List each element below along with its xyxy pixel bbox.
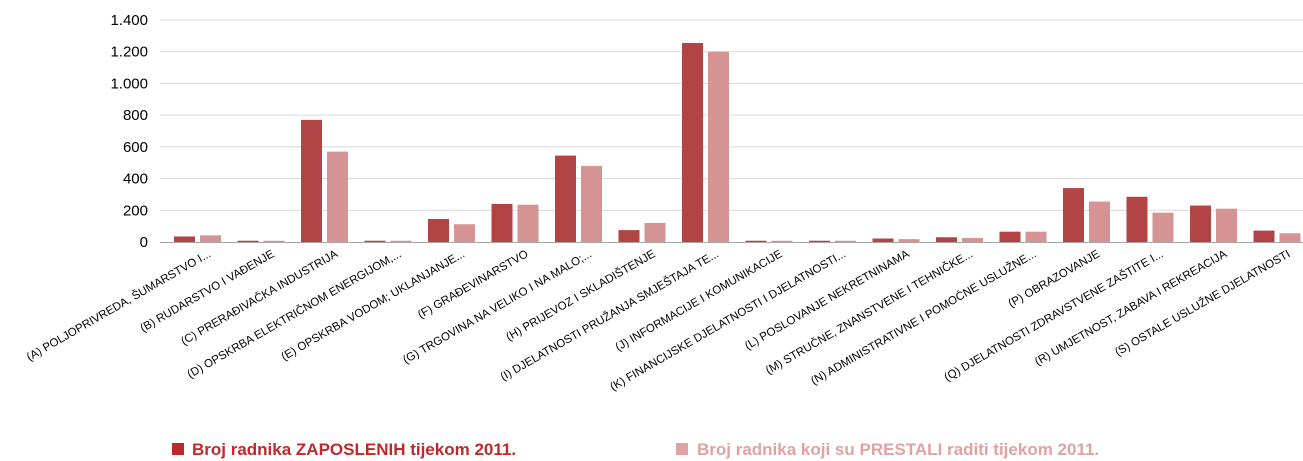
category-label: (N) ADMINISTRATIVNE I POMOĆNE USLUŽNE... — [809, 247, 1039, 387]
y-tick-label: 200 — [123, 202, 148, 219]
category-label: (Q) DJELATNOSTI ZDRAVSTVENE ZAŠTITE I... — [942, 247, 1166, 384]
bar-zaposleni-16 — [1126, 196, 1148, 242]
y-tick-label: 600 — [123, 139, 148, 156]
bar-prestali-11 — [835, 240, 856, 242]
bar-prestali-4 — [390, 240, 412, 242]
bar-prestali-12 — [898, 239, 920, 242]
bars — [174, 42, 1301, 242]
bar-prestali-8 — [644, 222, 666, 242]
bar-zaposleni-8 — [618, 230, 640, 242]
bar-prestali-9 — [708, 51, 729, 242]
bar-prestali-16 — [1152, 212, 1174, 242]
category-label: (F) GRAĐEVINARSTVO — [416, 248, 531, 321]
bar-zaposleni-14 — [999, 231, 1021, 242]
legend: Broj radnika ZAPOSLENIH tijekom 2011. Bro… — [172, 440, 1099, 459]
bar-prestali-5 — [454, 224, 475, 242]
bar-zaposleni-18 — [1253, 230, 1275, 242]
bar-prestali-2 — [263, 240, 285, 242]
legend-swatch — [676, 443, 688, 455]
bar-prestali-6 — [517, 204, 539, 242]
x-axis-category-labels: (A) POLJOPRIVREDA, ŠUMARSTVO I...(B) RUD… — [24, 247, 1292, 393]
bar-zaposleni-17 — [1190, 205, 1211, 242]
bar-zaposleni-4 — [364, 240, 386, 242]
y-tick-label: 1.000 — [110, 75, 148, 92]
bar-zaposleni-5 — [428, 219, 449, 242]
bar-zaposleni-13 — [936, 237, 957, 242]
y-tick-label: 800 — [123, 107, 148, 124]
bar-zaposleni-6 — [491, 203, 513, 242]
bar-zaposleni-7 — [555, 155, 576, 242]
bar-prestali-10 — [771, 240, 793, 242]
bar-zaposleni-1 — [174, 236, 195, 242]
y-tick-label: 0 — [140, 234, 148, 251]
bar-prestali-7 — [581, 165, 602, 242]
y-axis-tick-labels: 0 200 400 600 800 1.000 1.200 1.400 — [110, 12, 148, 251]
y-tick-label: 1.400 — [110, 12, 148, 29]
y-tick-label: 1.200 — [110, 44, 148, 61]
bar-zaposleni-9 — [682, 42, 703, 242]
y-tick-label: 400 — [123, 171, 148, 188]
bar-zaposleni-12 — [872, 238, 894, 242]
bar-prestali-3 — [327, 151, 348, 242]
bar-prestali-14 — [1025, 231, 1047, 242]
bar-prestali-1 — [200, 235, 221, 242]
bar-zaposleni-11 — [809, 240, 830, 242]
bar-prestali-15 — [1089, 201, 1110, 242]
bar-zaposleni-3 — [301, 119, 322, 242]
legend-label: Broj radnika koji su PRESTALI raditi tij… — [697, 440, 1099, 459]
bar-prestali-18 — [1279, 233, 1301, 242]
bar-zaposleni-2 — [237, 240, 259, 242]
bar-zaposleni-10 — [745, 240, 767, 242]
bar-prestali-17 — [1216, 208, 1237, 242]
category-label: (I) DJELATNOSTI PRUŽANJA SMJEŠTAJA TE... — [498, 247, 721, 383]
bar-prestali-13 — [962, 238, 983, 242]
legend-label: Broj radnika ZAPOSLENIH tijekom 2011. — [192, 440, 516, 459]
legend-swatch — [172, 443, 184, 455]
category-label: (K) FINANCIJSKE DJELATNOSTI I DJELATNOST… — [608, 248, 848, 393]
bar-zaposleni-15 — [1063, 188, 1084, 242]
gridlines — [160, 19, 1303, 211]
